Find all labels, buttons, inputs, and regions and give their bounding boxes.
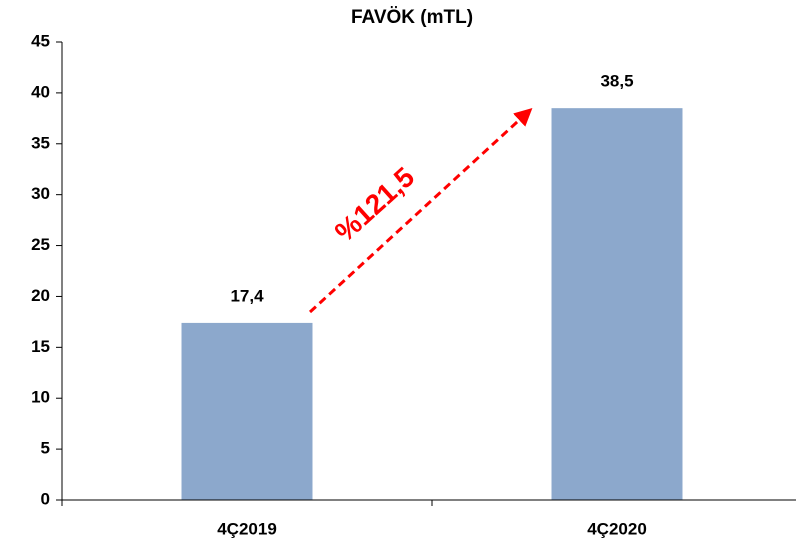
y-tick-label: 45 <box>31 31 50 50</box>
chart-title: FAVÖK (mTL) <box>351 7 473 28</box>
x-tick-label: 4Ç2020 <box>587 519 647 538</box>
y-tick-label: 5 <box>41 439 50 458</box>
y-tick-label: 40 <box>31 82 50 101</box>
y-tick-label: 10 <box>31 388 50 407</box>
y-tick-label: 25 <box>31 235 50 254</box>
growth-annotation: %121,5 <box>329 161 420 248</box>
growth-arrow <box>308 107 533 314</box>
x-tick-label: 4Ç2019 <box>217 519 277 538</box>
value-label: 17,4 <box>230 286 264 305</box>
bar <box>551 108 683 501</box>
y-tick-label: 30 <box>31 184 50 203</box>
y-tick-label: 35 <box>31 133 50 152</box>
y-tick-label: 20 <box>31 286 50 305</box>
bar <box>181 322 313 500</box>
value-label: 38,5 <box>600 72 633 91</box>
y-tick-label: 15 <box>31 337 50 356</box>
y-tick-label: 0 <box>41 489 50 508</box>
